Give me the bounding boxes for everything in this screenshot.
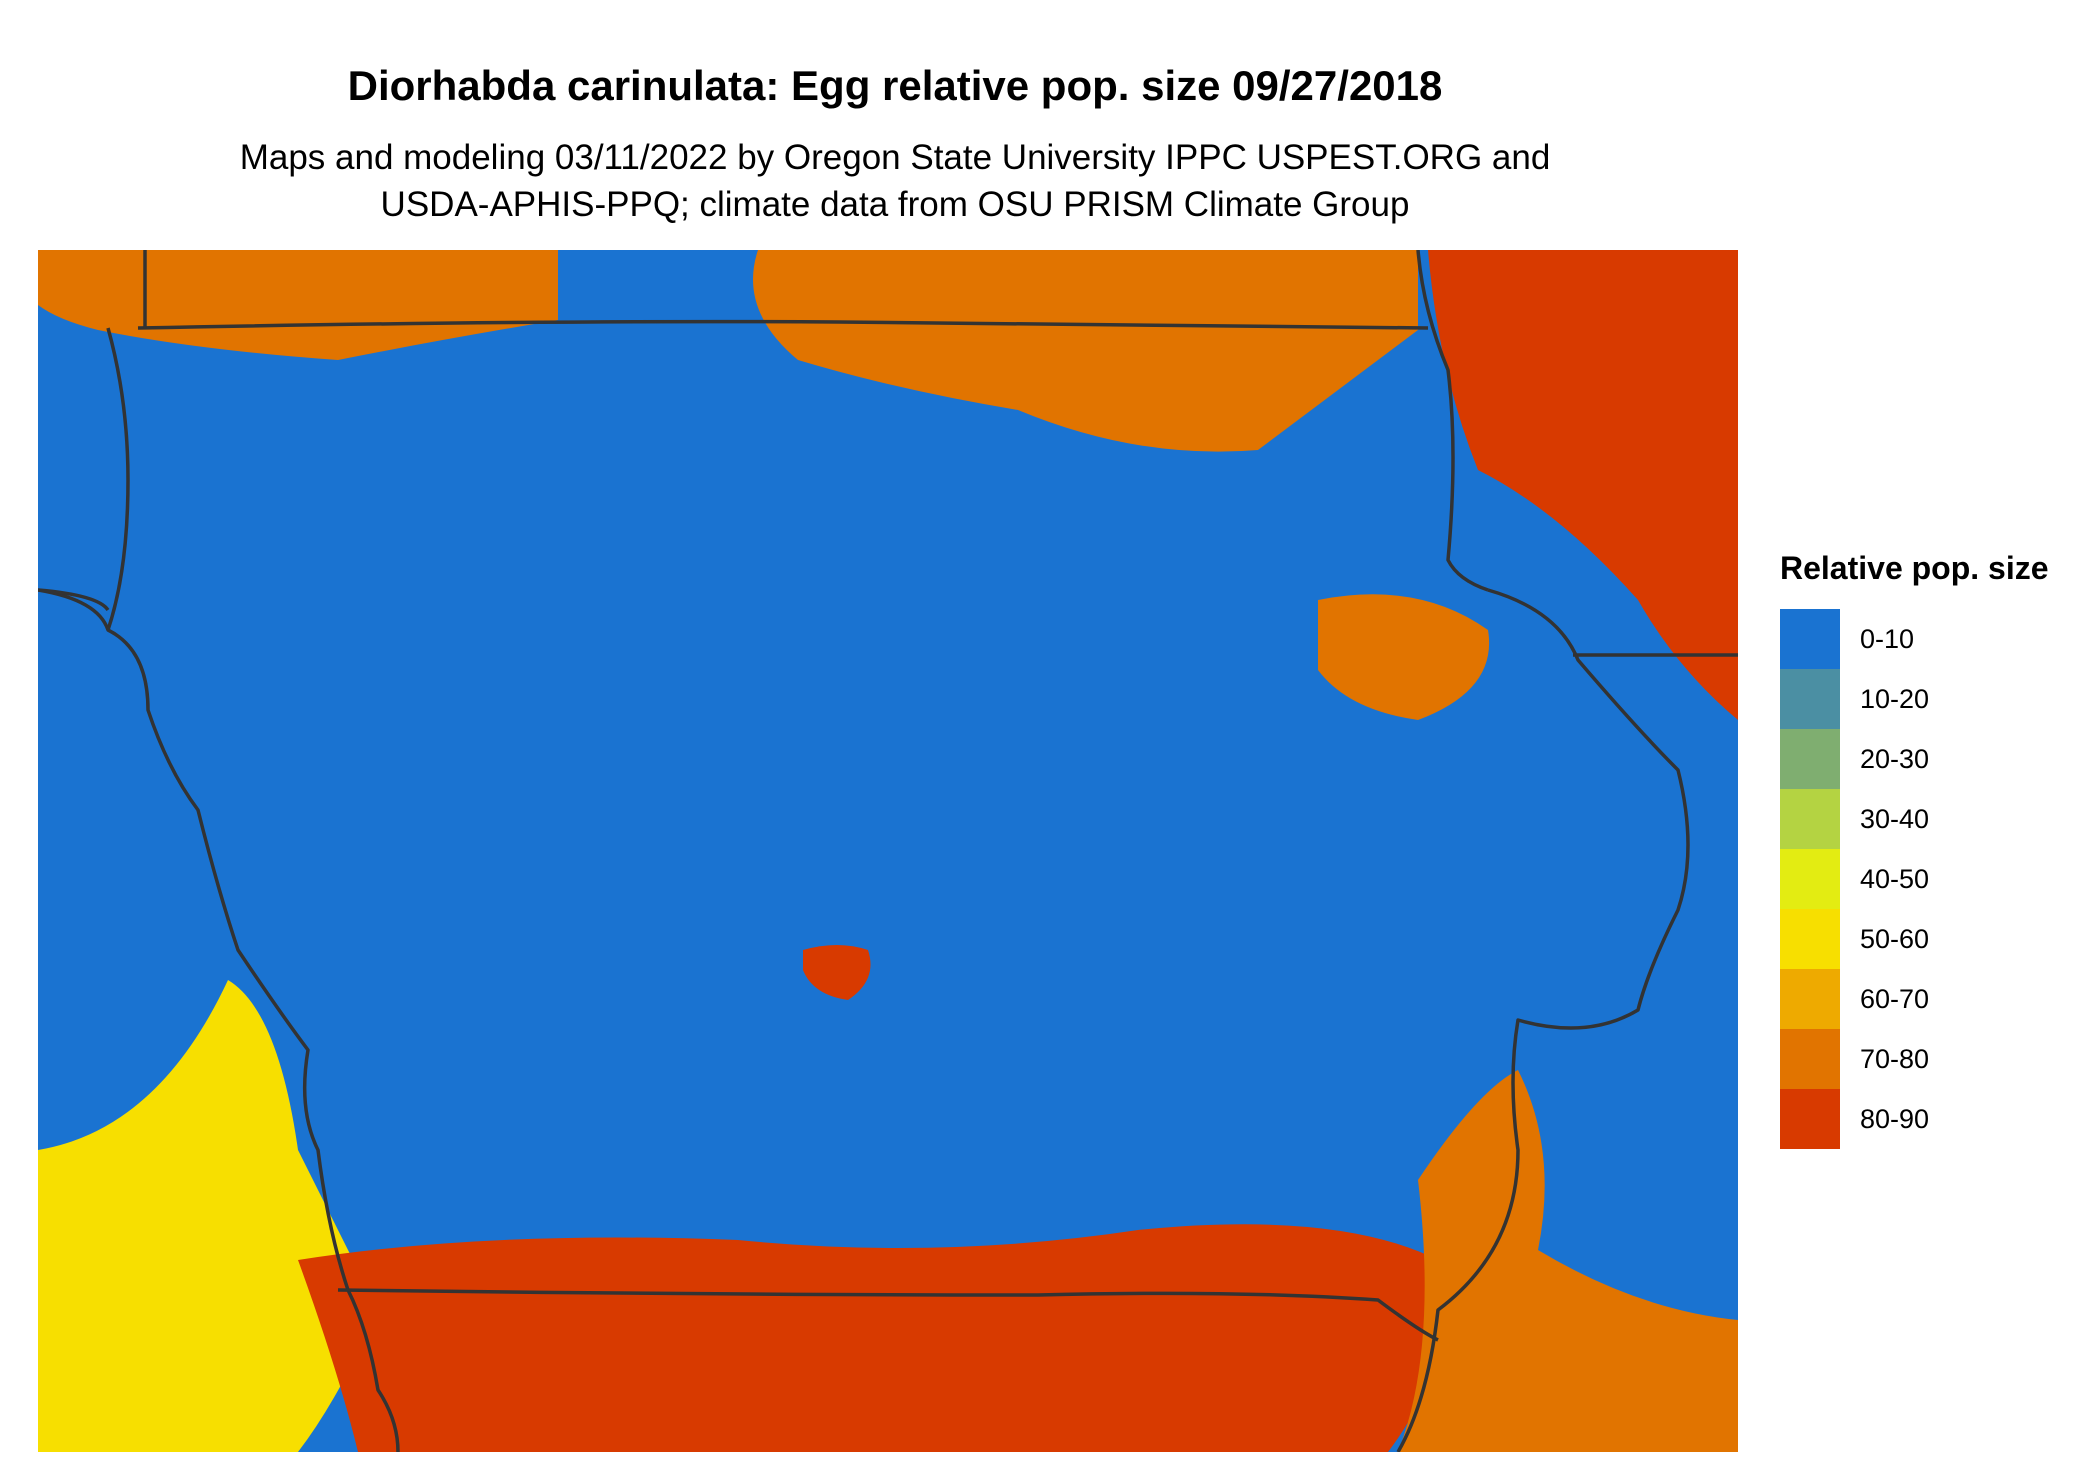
legend-swatch [1780, 969, 1840, 1029]
legend-label: 0-10 [1860, 623, 1915, 654]
legend-item: 0-10 [1780, 609, 2049, 669]
legend-label: 40-50 [1860, 863, 1930, 894]
legend-swatch [1780, 729, 1840, 789]
legend-swatch [1780, 669, 1840, 729]
state-boundaries [38, 250, 1738, 1452]
legend-item: 70-80 [1780, 1029, 2049, 1089]
boundary-iowa-south-border [337, 1288, 1439, 1342]
legend-item: 10-20 [1780, 669, 2049, 729]
legend-title: Relative pop. size [1780, 550, 2049, 586]
population-map [38, 250, 1738, 1452]
region-northeast-interior-patch [1318, 594, 1490, 720]
legend-swatch [1780, 789, 1840, 849]
legend-swatch [1780, 849, 1840, 909]
subtitle-line-2: USDA-APHIS-PPQ; climate data from OSU PR… [380, 185, 1410, 224]
boundary-mn-wi-border [1416, 250, 1489, 592]
legend-item: 50-60 [1780, 909, 2049, 969]
legend-label: 80-90 [1860, 1103, 1930, 1134]
legend: Relative pop. size 0-10 10-20 20-30 30-40 40… [1780, 550, 2049, 1149]
region-central-hotspot [803, 945, 871, 1000]
boundary-iowa-north-border [137, 319, 1429, 330]
boundary-mississippi-river-east [1396, 588, 1690, 1452]
map-subtitle: Maps and modeling 03/11/2022 by Oregon S… [0, 134, 1790, 228]
legend-label: 20-30 [1860, 743, 1930, 774]
boundary-missouri-river-west [38, 588, 400, 1452]
boundary-sd-ne-border [38, 588, 110, 612]
legend-label: 10-20 [1860, 683, 1930, 714]
legend-item: 20-30 [1780, 729, 2049, 789]
legend-label: 50-60 [1860, 923, 1930, 954]
legend-item: 60-70 [1780, 969, 2049, 1029]
region-southwest-river-band [38, 980, 378, 1452]
region-southeast-band [1398, 1070, 1738, 1452]
region-north-center-border-band [753, 250, 1418, 452]
boundary-west-border-north [106, 327, 130, 631]
legend-item: 40-50 [1780, 849, 2049, 909]
legend-swatch [1780, 909, 1840, 969]
legend-item: 80-90 [1780, 1089, 2049, 1149]
legend-item: 30-40 [1780, 789, 2049, 849]
legend-label: 60-70 [1860, 983, 1930, 1014]
legend-swatch [1780, 1089, 1840, 1149]
region-northeast-corner-band [1428, 250, 1738, 720]
legend-items: 0-10 10-20 20-30 30-40 40-50 50-60 60-70 70-80 8… [1780, 609, 2049, 1149]
legend-swatch [1780, 609, 1840, 669]
map-regions [38, 250, 1738, 1452]
legend-swatch [1780, 1029, 1840, 1089]
legend-label: 30-40 [1860, 803, 1930, 834]
legend-label: 70-80 [1860, 1043, 1930, 1074]
subtitle-line-1: Maps and modeling 03/11/2022 by Oregon S… [239, 138, 1551, 177]
map-title: Diorhabda carinulata: Egg relative pop. … [347, 62, 1443, 109]
region-north-left-border-band [38, 250, 558, 360]
region-southern-border-band [298, 1224, 1443, 1452]
